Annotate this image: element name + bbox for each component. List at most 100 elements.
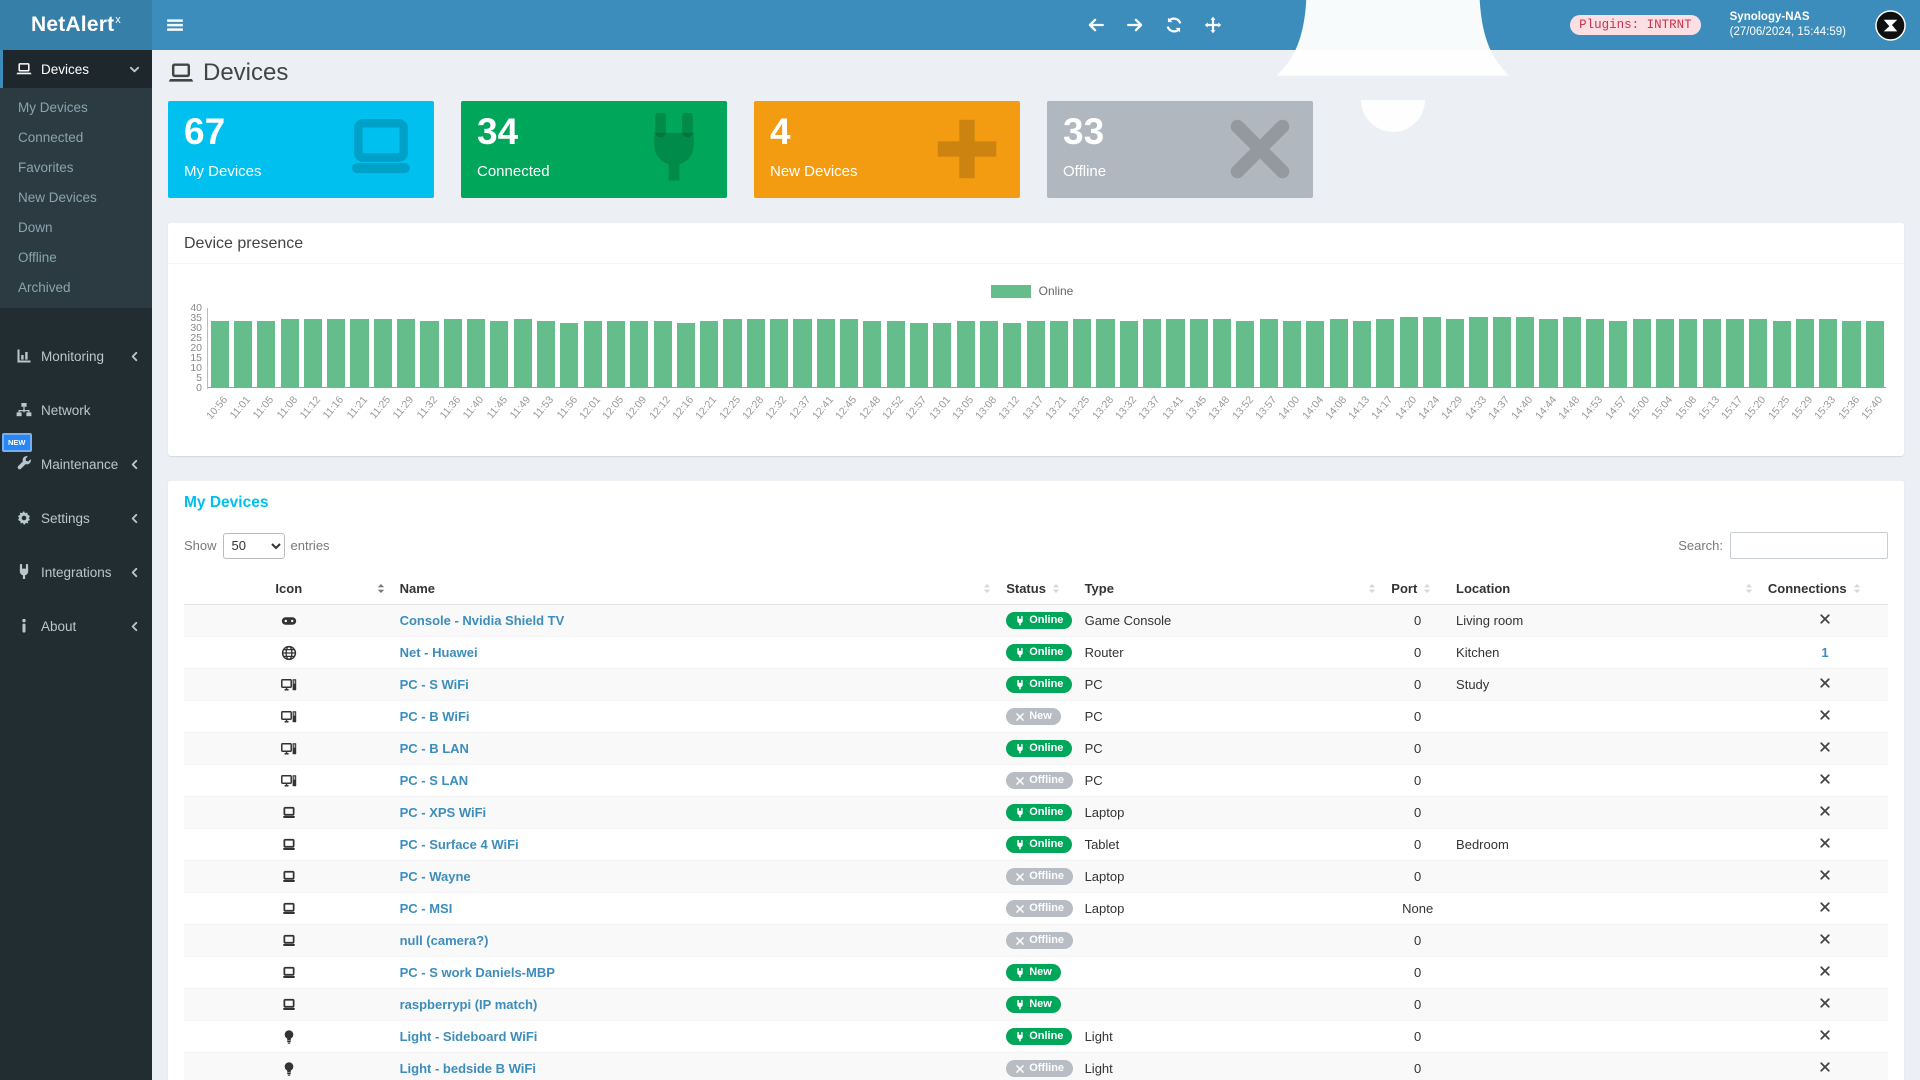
column-header-connections[interactable]: Connections (1761, 573, 1888, 605)
stat-label: Connected (477, 162, 550, 180)
device-name-link[interactable]: Console - Nvidia Shield TV (399, 613, 565, 628)
desktop-icon (280, 741, 297, 757)
plug-icon (635, 113, 713, 185)
device-name-link[interactable]: Light - bedside B WiFi (399, 1061, 536, 1077)
sidebar-item-devices[interactable]: Devices (0, 50, 152, 88)
nav-forward-icon[interactable] (1126, 16, 1144, 34)
desktop-icon (280, 709, 297, 725)
sidebar-toggle-button[interactable] (152, 0, 198, 50)
device-name-link[interactable]: PC - S LAN (399, 773, 469, 788)
column-header-icon[interactable]: Icon (184, 573, 394, 605)
device-name-link[interactable]: PC - B LAN (399, 741, 469, 756)
sidebar-subitem-connected[interactable]: Connected (18, 129, 84, 145)
device-port: 0 (1385, 668, 1451, 701)
column-header-name[interactable]: Name (393, 573, 1001, 605)
plug-icon (1015, 1031, 1025, 1042)
sidebar-item-integrations[interactable]: Integrations (0, 553, 152, 591)
stat-value: 4 (770, 111, 791, 152)
sidebar-subitem-down[interactable]: Down (18, 219, 53, 235)
gamepad-icon (281, 613, 297, 629)
plug-icon (1015, 743, 1025, 754)
sidebar-item-monitoring[interactable]: Monitoring (0, 337, 152, 375)
new-feature-badge: NEW (2, 433, 32, 452)
device-name-link[interactable]: PC - XPS WiFi (399, 805, 487, 820)
device-name-link[interactable]: raspberrypi (IP match) (399, 997, 538, 1012)
status-badge: New (1006, 708, 1061, 725)
device-name-link[interactable]: PC - Surface 4 WiFi (399, 837, 519, 852)
laptop-icon (342, 113, 420, 185)
chart-plot: 10:56 11:01 11:05 11:08 11:12 11:16 11:21 11:25… (204, 308, 1886, 434)
plugins-status-badge[interactable]: Plugins: INTRNT (1570, 15, 1701, 35)
column-header-location[interactable]: Location (1450, 573, 1762, 605)
nav-back-icon[interactable] (1087, 16, 1105, 34)
sidebar-subitem-offline[interactable]: Offline (18, 249, 57, 265)
column-header-type[interactable]: Type (1078, 573, 1386, 605)
device-name-link[interactable]: PC - B WiFi (399, 709, 470, 724)
device-port: 0 (1385, 1020, 1451, 1053)
plug-icon (1015, 807, 1025, 818)
stat-cards-row: 67 My Devices 34 Connected 4 New Devices… (168, 101, 1904, 198)
device-name-link[interactable]: PC - S work Daniels-MBP (399, 965, 555, 980)
device-connections: 1 (1761, 636, 1888, 669)
table-row: PC - S work Daniels-MBP New 0 (184, 956, 1888, 989)
desktop-icon (280, 773, 297, 789)
chevron-left-icon (129, 567, 140, 578)
device-port: 0 (1385, 988, 1451, 1021)
sidebar-subitem-new-devices[interactable]: New Devices (18, 189, 97, 205)
column-header-port[interactable]: Port (1385, 573, 1451, 605)
device-location: Kitchen (1450, 636, 1762, 669)
device-name-link[interactable]: PC - Wayne (399, 869, 471, 884)
device-type: Light (1078, 1020, 1386, 1053)
gear-icon (16, 510, 32, 526)
stat-card-offline[interactable]: 33 Offline (1047, 101, 1313, 198)
no-connections-icon (1819, 613, 1831, 625)
page-size-select[interactable]: 50 (222, 532, 285, 559)
user-avatar[interactable] (1875, 9, 1906, 41)
main-content: Devices 67 My Devices 34 Connected 4 New… (152, 50, 1920, 1080)
plug-icon (1015, 967, 1025, 978)
no-connections-icon (1819, 933, 1831, 945)
move-icon[interactable] (1204, 16, 1222, 34)
no-connections-icon (1819, 997, 1831, 1009)
app-logo[interactable]: NetAlertx (0, 0, 152, 50)
sidebar-subitem-my-devices[interactable]: My Devices (18, 99, 88, 115)
no-connections-icon (1819, 677, 1831, 689)
device-name-link[interactable]: PC - S WiFi (399, 677, 469, 692)
device-port: None (1385, 892, 1451, 925)
device-name-link[interactable]: PC - MSI (399, 901, 453, 916)
device-location (1450, 1052, 1762, 1080)
table-row: Light - bedside B WiFi Offline Light 0 (184, 1052, 1888, 1080)
sidebar-item-about[interactable]: About (0, 607, 152, 645)
stat-card-new-devices[interactable]: 4 New Devices (754, 101, 1020, 198)
refresh-icon[interactable] (1165, 16, 1183, 34)
chevron-left-icon (129, 351, 140, 362)
device-connections (1761, 732, 1888, 765)
device-location (1450, 732, 1762, 765)
table-row: PC - B LAN Online PC 0 (184, 732, 1888, 765)
device-type: Laptop (1078, 796, 1386, 829)
device-name-link[interactable]: Light - Sideboard WiFi (399, 1029, 538, 1044)
notifications-button[interactable]: 15 (1243, 0, 1543, 175)
stat-card-my-devices[interactable]: 67 My Devices (168, 101, 434, 198)
sidebar-item-network[interactable]: Network (0, 391, 152, 429)
table-row: Light - Sideboard WiFi Online Light 0 (184, 1020, 1888, 1053)
sidebar-subitem-archived[interactable]: Archived (18, 279, 71, 295)
connections-link[interactable]: 1 (1821, 645, 1829, 660)
sidebar-item-settings[interactable]: Settings (0, 499, 152, 537)
sidebar-item-maintenance[interactable]: Maintenance (0, 445, 152, 483)
stat-card-connected[interactable]: 34 Connected (461, 101, 727, 198)
table-row: PC - S LAN Offline PC 0 (184, 764, 1888, 797)
host-info: Synology-NAS (27/06/2024, 15:44:59) (1730, 10, 1846, 40)
device-name-link[interactable]: Net - Huawei (399, 645, 478, 660)
search-input[interactable] (1730, 532, 1888, 559)
device-port: 0 (1385, 700, 1451, 733)
wrench-icon (16, 456, 32, 472)
sidebar-subitem-favorites[interactable]: Favorites (18, 159, 74, 175)
chart-icon (16, 348, 32, 364)
device-port: 0 (1385, 732, 1451, 765)
sort-icon (1422, 583, 1432, 594)
device-name-link[interactable]: null (camera?) (399, 933, 489, 948)
device-connections (1761, 604, 1888, 637)
status-badge: Offline (1006, 772, 1074, 789)
column-header-status[interactable]: Status (1000, 573, 1079, 605)
